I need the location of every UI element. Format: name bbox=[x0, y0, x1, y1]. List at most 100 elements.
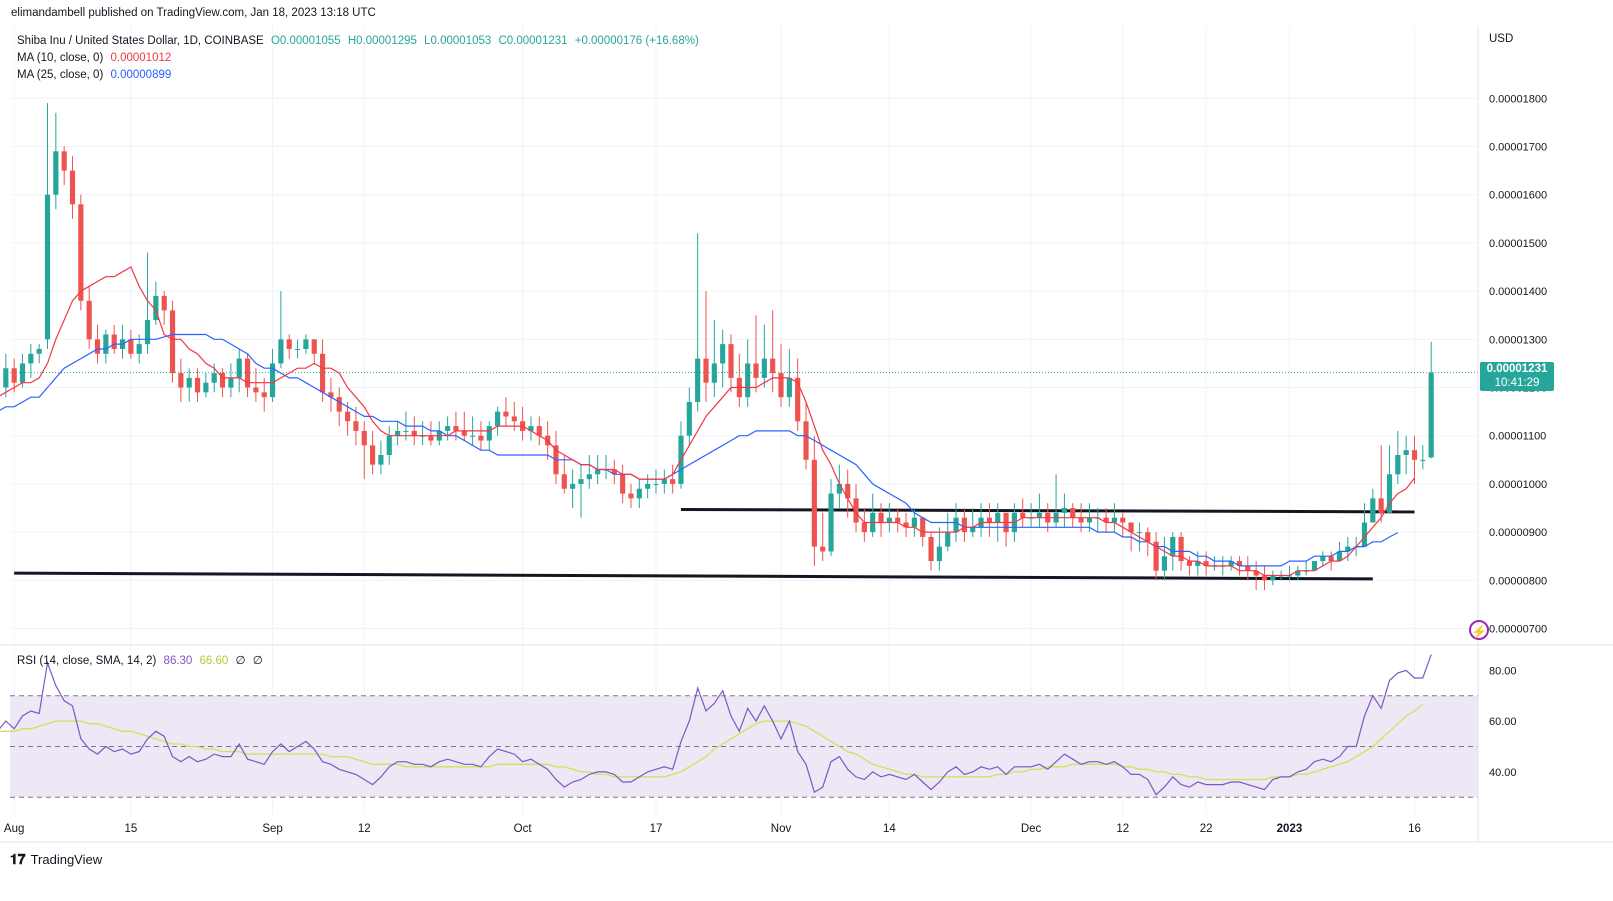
candle-body bbox=[1111, 517, 1118, 523]
rsi-sma-line bbox=[0, 703, 1424, 781]
time-tick-label: 12 bbox=[1116, 823, 1129, 835]
candle-body bbox=[253, 387, 259, 393]
candle-body bbox=[403, 430, 409, 432]
candle-body bbox=[1386, 474, 1393, 513]
moving-averages bbox=[0, 266, 1415, 577]
candle-body bbox=[386, 435, 392, 456]
candle-body bbox=[561, 474, 567, 489]
price-tick-label: 0.00001600 bbox=[1489, 190, 1547, 202]
candle-body bbox=[861, 522, 867, 533]
candle-body bbox=[1086, 517, 1093, 523]
candle-body bbox=[286, 339, 292, 349]
candle-body bbox=[803, 421, 809, 460]
rsi-pane[interactable] bbox=[0, 654, 1478, 798]
candle-body bbox=[1203, 561, 1209, 566]
candle-body bbox=[36, 348, 42, 354]
candle-body bbox=[1345, 546, 1351, 552]
ma10-value: 0.00001012 bbox=[110, 52, 172, 64]
candle-body bbox=[595, 469, 601, 475]
publisher-line: elimandambell published on TradingView.c… bbox=[11, 7, 376, 19]
candle-body bbox=[228, 377, 234, 388]
price-tick-label: 0.00001400 bbox=[1489, 286, 1547, 298]
candle-body bbox=[378, 455, 384, 465]
candle-body bbox=[1186, 561, 1193, 566]
candle-body bbox=[211, 373, 217, 383]
candle-body bbox=[1395, 455, 1401, 475]
rsi-legend[interactable]: RSI (14, close, SMA, 14, 2) 86.30 66.60 … bbox=[17, 653, 267, 667]
ma25-label: MA (25, close, 0) bbox=[17, 69, 104, 81]
candle-body bbox=[1136, 532, 1143, 534]
candle-body bbox=[1428, 372, 1434, 458]
candle-body bbox=[811, 459, 817, 547]
symbol-legend[interactable]: Shiba Inu / United States Dollar, 1D, CO… bbox=[17, 35, 703, 47]
candle-body bbox=[661, 479, 667, 484]
ma10-legend[interactable]: MA (10, close, 0) 0.00001012 bbox=[17, 52, 175, 64]
candle-body bbox=[144, 320, 151, 345]
candle-body bbox=[103, 334, 109, 354]
candle-body bbox=[94, 339, 101, 354]
candle-body bbox=[1361, 522, 1368, 547]
symbol-title: Shiba Inu / United States Dollar, 1D, CO… bbox=[17, 35, 264, 47]
brand-name: TradingView bbox=[30, 852, 103, 867]
price-tick-label: 0.00001700 bbox=[1489, 142, 1547, 154]
candle-body bbox=[528, 426, 534, 431]
candle-body bbox=[1153, 541, 1159, 571]
bar-countdown: 10:41:29 bbox=[1494, 377, 1540, 389]
candle-body bbox=[878, 512, 884, 523]
candle-body bbox=[720, 344, 726, 364]
rsi-tick-label: 80.00 bbox=[1489, 665, 1517, 677]
candle-body bbox=[169, 310, 176, 374]
time-tick-label: 12 bbox=[358, 823, 371, 835]
ohlc-open: O0.00001055 bbox=[270, 35, 341, 47]
candle-body bbox=[1320, 556, 1326, 562]
ma25-legend[interactable]: MA (25, close, 0) 0.00000899 bbox=[17, 69, 175, 81]
time-tick-label: 17 bbox=[650, 823, 663, 835]
candle-body bbox=[236, 358, 242, 378]
candle-body bbox=[1170, 536, 1176, 557]
candle-body bbox=[670, 479, 676, 484]
candle-body bbox=[486, 426, 492, 441]
candle-body bbox=[911, 517, 917, 528]
candle-body bbox=[1378, 498, 1384, 513]
candle-body bbox=[411, 430, 417, 436]
price-tick-label: 0.00000900 bbox=[1489, 527, 1547, 539]
price-tick-label: 0.00001800 bbox=[1489, 93, 1547, 105]
candle-body bbox=[586, 474, 592, 480]
candle-body bbox=[953, 517, 959, 533]
candle-body bbox=[78, 204, 84, 301]
candle-body bbox=[1411, 450, 1418, 460]
candle-body bbox=[820, 546, 826, 552]
candle-body bbox=[936, 546, 942, 562]
candle-body bbox=[219, 373, 226, 388]
candle-body bbox=[711, 363, 717, 383]
price-tick-label: 0.00001500 bbox=[1489, 238, 1547, 250]
candle-body bbox=[328, 392, 334, 398]
candle-body bbox=[778, 373, 784, 398]
time-tick-label: 16 bbox=[1408, 823, 1421, 835]
candle-body bbox=[28, 353, 34, 364]
candle-body bbox=[570, 483, 576, 489]
candle-body bbox=[853, 498, 859, 523]
time-tick-label: 14 bbox=[883, 823, 896, 835]
candle-body bbox=[536, 426, 542, 436]
ma10-label: MA (10, close, 0) bbox=[17, 52, 104, 64]
lightning-icon[interactable]: ⚡ bbox=[1469, 620, 1489, 640]
candle-body bbox=[1161, 556, 1168, 571]
rsi-extra-1: ∅ bbox=[235, 655, 246, 667]
candle-body bbox=[344, 411, 351, 422]
candle-body bbox=[461, 430, 467, 436]
candlestick-series[interactable] bbox=[0, 103, 1478, 590]
currency-label: USD bbox=[1489, 33, 1514, 45]
rsi-extra-2: ∅ bbox=[252, 655, 263, 667]
ohlc-close: C0.00001231 bbox=[498, 35, 568, 47]
ma10-line bbox=[0, 266, 1415, 577]
time-tick-label: 2023 bbox=[1277, 823, 1303, 835]
tradingview-brand[interactable]: 𝟏𝟕 TradingView bbox=[10, 851, 102, 868]
candle-body bbox=[1078, 517, 1084, 523]
candle-body bbox=[11, 368, 17, 383]
support-trendlines bbox=[14, 507, 1415, 581]
candle-body bbox=[445, 426, 451, 431]
candle-body bbox=[1403, 450, 1409, 456]
candle-body bbox=[161, 295, 167, 311]
